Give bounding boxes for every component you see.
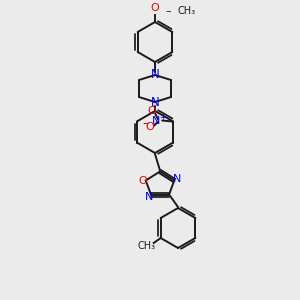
Text: N: N — [173, 175, 182, 184]
Text: CH₃: CH₃ — [177, 6, 195, 16]
Text: O: O — [148, 106, 157, 116]
Text: –: – — [165, 6, 171, 16]
Text: –: – — [142, 117, 148, 130]
Text: O: O — [146, 122, 154, 133]
Text: O: O — [138, 176, 147, 185]
Text: +: + — [159, 113, 166, 122]
Text: O: O — [151, 3, 159, 13]
Text: N: N — [145, 192, 153, 202]
Text: N: N — [151, 95, 159, 109]
Text: N: N — [151, 68, 159, 82]
Text: CH₃: CH₃ — [138, 241, 156, 251]
Text: N: N — [152, 116, 160, 125]
